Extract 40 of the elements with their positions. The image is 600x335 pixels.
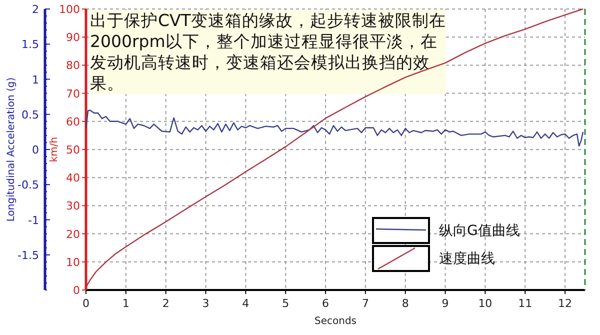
x-tick-label: 2 bbox=[162, 297, 170, 310]
y-tick-label: -0.5 bbox=[18, 178, 39, 192]
x-tick-label: 7 bbox=[362, 297, 369, 310]
x-tick-label: 9 bbox=[442, 297, 449, 310]
y2-tick-label: 20 bbox=[66, 228, 80, 241]
x-tick-label: 10 bbox=[478, 297, 492, 310]
y2-tick-label: 10 bbox=[66, 256, 80, 269]
y2-tick-label: 50 bbox=[66, 144, 80, 156]
y-tick-label: 0 bbox=[32, 144, 39, 156]
legend-label: 纵向G值曲线 bbox=[439, 223, 520, 239]
x-tick-label: 0 bbox=[82, 297, 90, 310]
y2-tick-label: 100 bbox=[59, 3, 80, 16]
y-tick-label: 1 bbox=[32, 73, 39, 86]
y2-tick-label: 90 bbox=[66, 31, 80, 44]
y-tick-label: 0.5 bbox=[22, 108, 39, 122]
line-series bbox=[85, 8, 584, 288]
annotation: 出于保护CVT变速箱的缘故，起步转速被限制在2000rpm以下，整个加速过程显得很平淡，在发动机高转速时，变速箱还会模拟出换挡的效果。 bbox=[90, 10, 446, 94]
y-axis-title: Longitudinal Acceleration (g) bbox=[6, 77, 17, 222]
legend-label: 速度曲线 bbox=[439, 251, 495, 267]
y-tick-label: 1.5 bbox=[22, 38, 39, 52]
y2-tick-label: 30 bbox=[66, 200, 80, 213]
x-tick-label: 5 bbox=[282, 297, 290, 310]
x-tick-label: 4 bbox=[242, 297, 250, 310]
line-series bbox=[85, 110, 584, 147]
y2-tick-label: 40 bbox=[66, 172, 80, 185]
y2-tick-label: 80 bbox=[66, 59, 80, 72]
y2-axis-title: km/h bbox=[49, 136, 60, 162]
y-tick-label: 2 bbox=[32, 3, 39, 16]
y-tick-label: -1.5 bbox=[18, 248, 39, 262]
x-axis-title: Seconds bbox=[314, 316, 357, 327]
x-tick-label: 6 bbox=[322, 297, 330, 310]
y2-tick-label: 60 bbox=[66, 115, 80, 128]
y2-tick-label: 0 bbox=[73, 284, 80, 297]
x-tick-label: 8 bbox=[402, 297, 409, 310]
x-tick-label: 3 bbox=[202, 297, 210, 310]
x-tick-label: 12 bbox=[558, 297, 572, 310]
y2-tick-label: 70 bbox=[66, 87, 80, 100]
y-tick-label: -1 bbox=[28, 214, 39, 227]
x-tick-label: 1 bbox=[122, 297, 130, 310]
x-tick-label: 11 bbox=[518, 297, 532, 310]
